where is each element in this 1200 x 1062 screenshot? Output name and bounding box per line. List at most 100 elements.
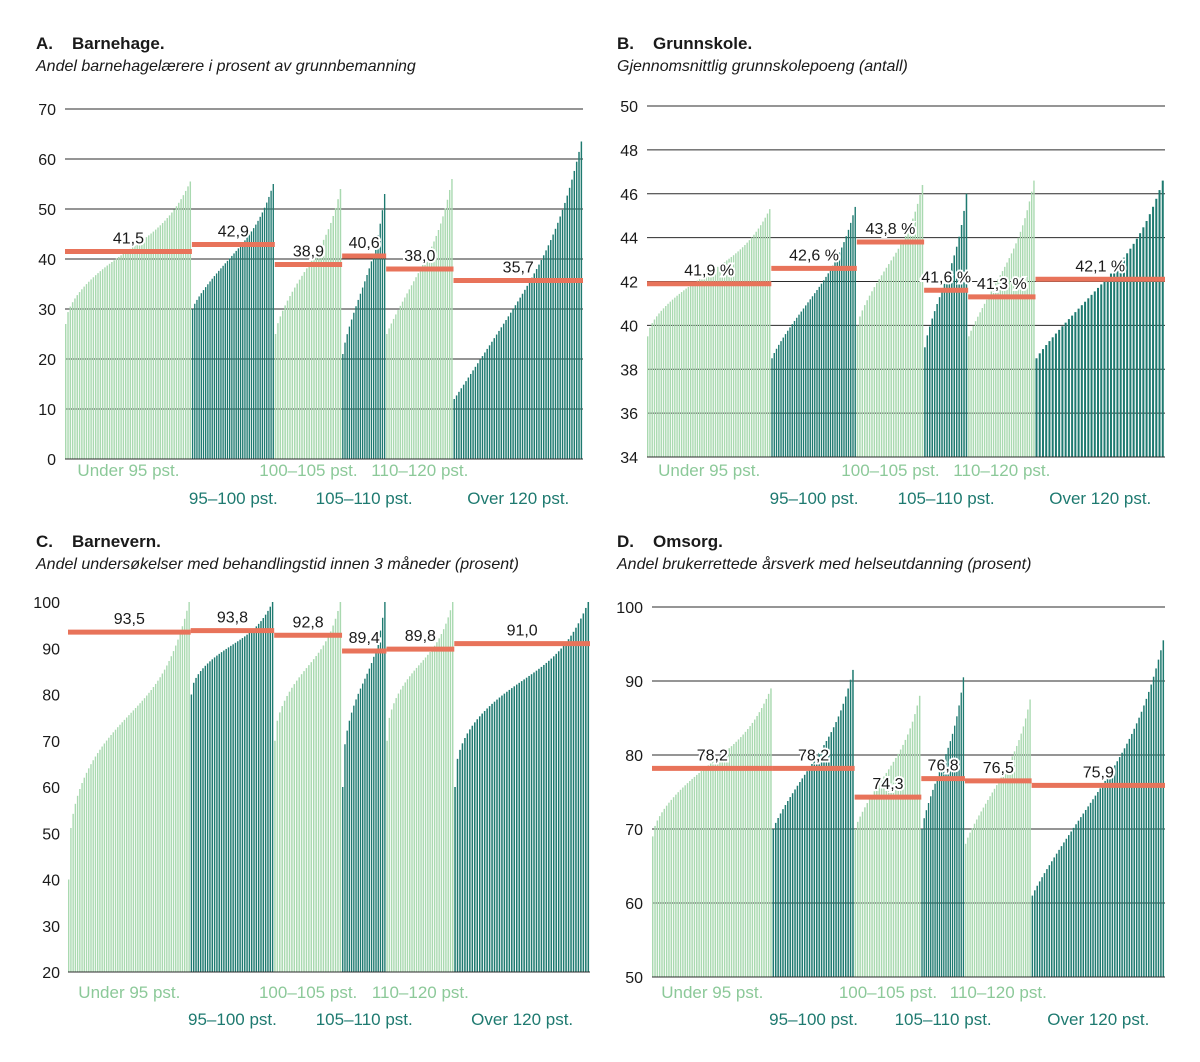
bar xyxy=(710,271,712,457)
bar xyxy=(868,799,871,977)
bar xyxy=(194,303,196,459)
bar xyxy=(967,837,969,977)
bar xyxy=(113,260,115,459)
bar xyxy=(85,284,88,459)
bar xyxy=(449,189,451,459)
bar xyxy=(119,724,121,972)
bar xyxy=(131,247,134,459)
bar xyxy=(667,303,669,457)
bar xyxy=(682,787,684,977)
bar xyxy=(139,703,141,972)
panel-title: B. Grunnskole. xyxy=(617,34,753,53)
mean-value-label: 40,6 xyxy=(349,235,380,252)
bar xyxy=(1053,857,1055,977)
bar xyxy=(1099,788,1102,977)
bar xyxy=(829,269,832,457)
y-tick-label: 34 xyxy=(620,450,638,467)
bar xyxy=(787,330,789,457)
bar xyxy=(1013,248,1015,457)
bar xyxy=(540,666,543,972)
bar xyxy=(830,732,832,977)
bar xyxy=(88,281,90,459)
bar xyxy=(914,211,916,457)
bar xyxy=(283,700,286,972)
bar xyxy=(531,277,533,459)
bar xyxy=(943,283,946,457)
y-tick-label: 30 xyxy=(38,302,56,319)
bar xyxy=(753,234,755,457)
bar xyxy=(472,370,474,459)
bar xyxy=(350,712,353,972)
bar xyxy=(555,653,557,972)
bar xyxy=(1148,214,1151,457)
bar xyxy=(370,663,373,972)
bar xyxy=(1093,291,1096,457)
bar xyxy=(1002,773,1005,977)
mean-value-label: 76,5 xyxy=(983,760,1014,777)
bar xyxy=(419,269,422,459)
bar xyxy=(395,698,397,972)
bar xyxy=(981,308,984,457)
group-label: 100–105 pst. xyxy=(839,983,937,1002)
y-tick-label: 48 xyxy=(620,143,638,160)
bar xyxy=(904,739,907,977)
bar xyxy=(377,235,379,459)
bar xyxy=(313,257,315,459)
mean-value-label: 89,4 xyxy=(349,630,380,647)
bar xyxy=(902,744,904,977)
bar xyxy=(813,760,816,977)
bar xyxy=(368,268,370,459)
bar xyxy=(239,639,241,972)
mean-value-label: 76,8 xyxy=(928,758,959,775)
bar xyxy=(519,297,521,459)
bar xyxy=(350,319,353,459)
bar xyxy=(580,141,583,459)
bar xyxy=(168,661,170,972)
bar xyxy=(68,879,70,972)
bar xyxy=(767,693,770,977)
bar xyxy=(1020,733,1022,977)
group-label: 105–110 pst. xyxy=(895,1010,992,1029)
bar xyxy=(897,753,899,977)
bar xyxy=(766,213,769,457)
bar xyxy=(148,692,150,972)
bar xyxy=(99,271,102,459)
mean-value-label: 38,9 xyxy=(293,244,324,261)
mean-value-label: 93,5 xyxy=(114,611,145,628)
panel-title: A. Barnehage. xyxy=(36,34,165,53)
bar xyxy=(496,699,498,972)
bar xyxy=(92,277,95,459)
y-tick-label: 70 xyxy=(42,734,60,751)
y-tick-label: 60 xyxy=(625,896,643,913)
bar xyxy=(1128,738,1131,977)
bar xyxy=(364,281,366,459)
bar xyxy=(199,671,202,972)
bar xyxy=(438,638,440,972)
bar xyxy=(847,688,849,977)
bar xyxy=(78,292,81,459)
bar xyxy=(885,267,888,457)
bar xyxy=(128,715,130,972)
bar xyxy=(1031,191,1033,458)
y-tick-label: 70 xyxy=(38,102,56,119)
group-label: 105–110 pst. xyxy=(898,489,995,508)
bar xyxy=(433,645,436,972)
bar xyxy=(514,305,517,459)
bar xyxy=(1109,273,1112,457)
bar xyxy=(575,627,577,972)
bar xyxy=(907,230,909,457)
bar xyxy=(919,195,921,457)
mean-value-label: 42,9 xyxy=(218,224,249,241)
bar xyxy=(756,715,758,977)
bar xyxy=(744,731,747,977)
bar xyxy=(859,316,861,457)
y-tick-label: 10 xyxy=(38,402,56,419)
bar xyxy=(436,642,438,972)
group-label: 100–105 pst. xyxy=(259,461,357,480)
bar xyxy=(1111,769,1114,977)
bar xyxy=(484,352,486,459)
bar xyxy=(873,791,876,977)
bar xyxy=(406,293,408,459)
bar xyxy=(651,323,653,457)
bar xyxy=(798,314,800,457)
